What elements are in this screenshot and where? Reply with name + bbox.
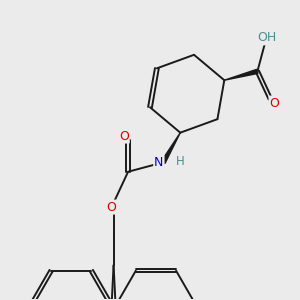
Polygon shape	[161, 133, 180, 164]
Polygon shape	[224, 69, 258, 80]
Text: O: O	[119, 130, 129, 142]
Text: O: O	[269, 97, 279, 110]
Text: O: O	[106, 201, 116, 214]
Text: OH: OH	[258, 32, 277, 44]
Text: N: N	[154, 156, 164, 169]
Text: H: H	[176, 155, 184, 168]
